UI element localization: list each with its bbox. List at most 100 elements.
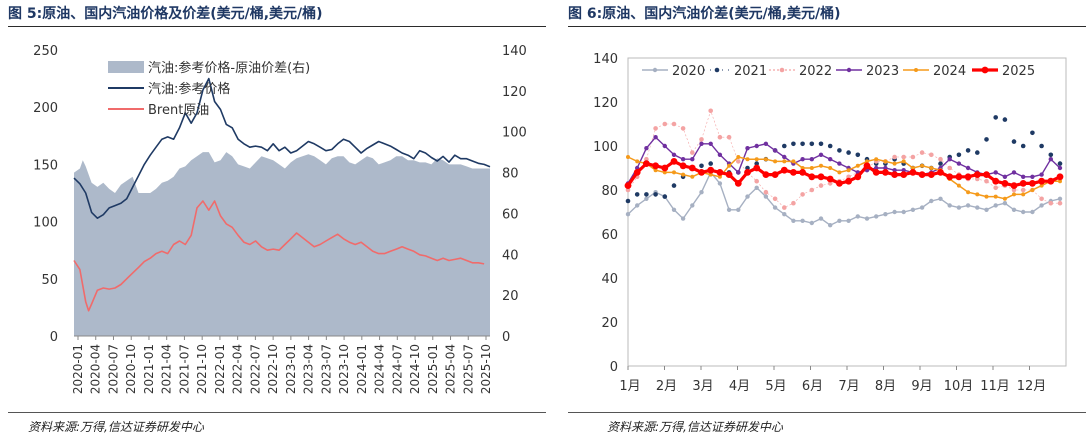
data-point-2024 bbox=[653, 168, 658, 173]
x-tick-label: 2025-04 bbox=[444, 344, 458, 394]
y-right-tick-label: 60 bbox=[502, 207, 519, 222]
x-tick-label: 2023-04 bbox=[302, 344, 316, 394]
chart-price-and-spread: 0 50 100 150 200 250 0 20 40 60 80 100 120 140 2020-01… bbox=[33, 44, 527, 394]
data-point-2020 bbox=[965, 203, 971, 208]
data-point-2021 bbox=[699, 163, 704, 169]
brent-price-line bbox=[73, 200, 485, 312]
plot-frame bbox=[627, 57, 1067, 367]
y-tick-label: 20 bbox=[601, 316, 618, 331]
data-point-2024 bbox=[901, 159, 906, 164]
data-point-2020 bbox=[763, 194, 769, 199]
data-point-2023 bbox=[644, 146, 649, 151]
data-point-2022 bbox=[754, 178, 759, 184]
data-point-2025 bbox=[854, 173, 862, 181]
data-point-2025 bbox=[836, 180, 843, 187]
data-point-2025 bbox=[790, 169, 797, 176]
data-point-2021 bbox=[965, 148, 971, 153]
data-point-2023 bbox=[874, 165, 879, 171]
data-point-2023 bbox=[745, 146, 750, 151]
data-point-2020 bbox=[635, 203, 640, 208]
data-point-2025 bbox=[863, 162, 871, 170]
data-point-2024 bbox=[910, 166, 915, 170]
data-point-2023 bbox=[690, 157, 695, 162]
data-point-2024 bbox=[681, 172, 686, 177]
data-point-2024 bbox=[1039, 183, 1044, 188]
legend-marker-2025 bbox=[981, 66, 989, 74]
data-point-2020 bbox=[717, 181, 723, 186]
data-point-2024 bbox=[690, 174, 695, 179]
data-point-2022 bbox=[763, 189, 769, 195]
x-tick-label: 2023-10 bbox=[337, 344, 351, 394]
data-point-2025 bbox=[679, 162, 687, 170]
legend-swatch-spread bbox=[108, 61, 144, 73]
x-tick-label: 2023-07 bbox=[319, 344, 333, 394]
data-point-2022 bbox=[1057, 200, 1063, 206]
data-point-2022 bbox=[818, 183, 824, 188]
data-point-2025 bbox=[1019, 180, 1027, 187]
data-point-2021 bbox=[938, 161, 943, 166]
data-point-2023 bbox=[763, 141, 769, 146]
data-point-2024 bbox=[727, 163, 732, 168]
data-point-2025 bbox=[845, 177, 852, 185]
data-point-2024 bbox=[892, 161, 897, 166]
data-point-2023 bbox=[883, 165, 888, 171]
data-point-2024 bbox=[635, 159, 640, 164]
data-point-2024 bbox=[754, 157, 759, 162]
data-point-2020 bbox=[837, 218, 842, 223]
x-tick-label: 11月 bbox=[980, 379, 1010, 394]
data-point-2024 bbox=[975, 192, 980, 197]
data-point-2020 bbox=[975, 205, 980, 210]
data-point-2023 bbox=[1021, 174, 1026, 179]
data-point-2025 bbox=[1001, 180, 1009, 187]
data-point-2025 bbox=[872, 169, 880, 176]
data-point-2020 bbox=[726, 207, 732, 212]
data-point-2022 bbox=[644, 156, 649, 162]
data-point-2021 bbox=[745, 165, 750, 171]
data-point-2021 bbox=[634, 192, 640, 197]
data-point-2024 bbox=[791, 159, 796, 164]
data-point-2020 bbox=[690, 203, 695, 208]
x-tick-label: 2024-04 bbox=[373, 344, 387, 394]
data-point-2022 bbox=[1048, 200, 1054, 206]
data-point-2022 bbox=[680, 126, 686, 131]
y-right-tick-label: 140 bbox=[502, 44, 527, 59]
data-point-2025 bbox=[909, 169, 917, 176]
data-point-2022 bbox=[653, 126, 658, 131]
data-point-2021 bbox=[671, 183, 677, 188]
data-point-2020 bbox=[1021, 209, 1026, 215]
data-point-2020 bbox=[791, 218, 796, 223]
x-tick-label: 2021-10 bbox=[195, 344, 209, 394]
data-point-2021 bbox=[754, 161, 759, 166]
data-point-2025 bbox=[652, 162, 659, 170]
data-point-2025 bbox=[937, 169, 944, 176]
y-left-tick-label: 150 bbox=[33, 158, 58, 173]
data-point-2024 bbox=[956, 183, 961, 188]
x-tick-label: 4月 bbox=[729, 379, 750, 394]
data-point-2025 bbox=[918, 171, 926, 179]
data-point-2021 bbox=[653, 192, 658, 197]
y-tick-label: 120 bbox=[593, 96, 618, 111]
data-point-2020 bbox=[956, 205, 962, 210]
data-point-2022 bbox=[910, 154, 916, 160]
data-point-2021 bbox=[1002, 117, 1008, 122]
y-left-tick-label: 0 bbox=[50, 330, 58, 345]
data-point-2025 bbox=[1010, 182, 1018, 190]
data-point-2020 bbox=[892, 209, 897, 215]
data-point-2023 bbox=[662, 143, 667, 149]
data-point-2025 bbox=[1056, 173, 1064, 181]
data-point-2021 bbox=[827, 143, 833, 149]
data-point-2025 bbox=[753, 164, 761, 172]
x-tick-label: 2022-07 bbox=[248, 344, 262, 394]
data-point-2022 bbox=[717, 134, 723, 140]
data-point-2023 bbox=[892, 168, 897, 173]
data-point-2022 bbox=[984, 178, 989, 184]
data-point-2023 bbox=[717, 152, 723, 157]
data-point-2023 bbox=[809, 157, 814, 162]
data-point-2025 bbox=[688, 164, 696, 172]
data-point-2023 bbox=[993, 170, 998, 175]
data-point-2020 bbox=[846, 218, 851, 223]
legend-label-spread: 汽油:参考价格-原油价差(右) bbox=[148, 60, 310, 76]
data-point-2025 bbox=[1047, 177, 1055, 185]
data-point-2023 bbox=[1039, 172, 1044, 177]
data-point-2025 bbox=[817, 173, 825, 181]
